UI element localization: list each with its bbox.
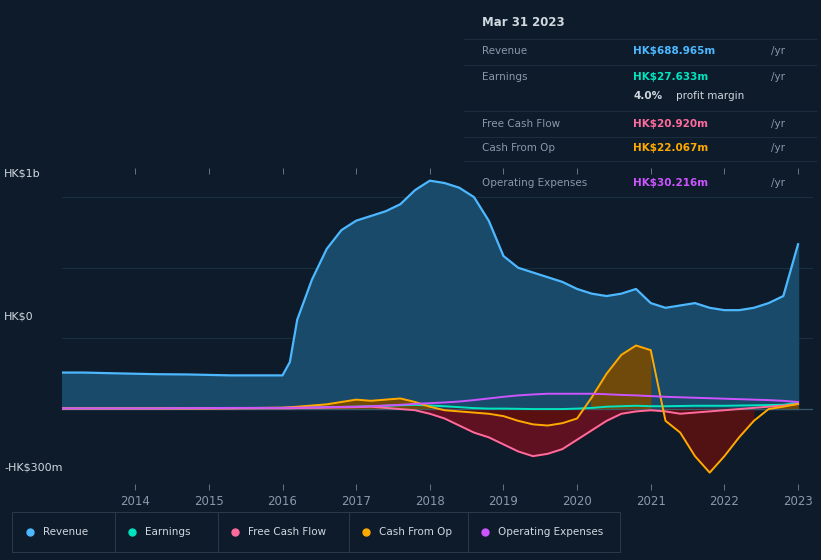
Text: Free Cash Flow: Free Cash Flow: [481, 119, 560, 129]
Text: HK$688.965m: HK$688.965m: [633, 45, 716, 55]
Text: /yr: /yr: [771, 72, 785, 82]
Text: Cash From Op: Cash From Op: [481, 143, 554, 153]
Text: Revenue: Revenue: [481, 45, 526, 55]
Text: /yr: /yr: [771, 143, 785, 153]
Text: Earnings: Earnings: [481, 72, 527, 82]
Text: Earnings: Earnings: [145, 527, 190, 537]
Text: Operating Expenses: Operating Expenses: [481, 179, 587, 188]
Text: 4.0%: 4.0%: [633, 91, 663, 101]
Text: HK$0: HK$0: [4, 311, 34, 321]
Text: profit margin: profit margin: [676, 91, 744, 101]
Text: -HK$300m: -HK$300m: [4, 463, 62, 473]
Text: HK$1b: HK$1b: [4, 169, 41, 179]
Text: /yr: /yr: [771, 179, 785, 188]
Text: /yr: /yr: [771, 119, 785, 129]
Text: Revenue: Revenue: [43, 527, 88, 537]
Text: Operating Expenses: Operating Expenses: [498, 527, 603, 537]
Text: Free Cash Flow: Free Cash Flow: [248, 527, 326, 537]
Text: Cash From Op: Cash From Op: [379, 527, 452, 537]
Text: HK$20.920m: HK$20.920m: [633, 119, 709, 129]
Text: HK$22.067m: HK$22.067m: [633, 143, 709, 153]
Text: /yr: /yr: [771, 45, 785, 55]
Text: HK$30.216m: HK$30.216m: [633, 179, 709, 188]
Text: Mar 31 2023: Mar 31 2023: [481, 16, 564, 30]
Text: HK$27.633m: HK$27.633m: [633, 72, 709, 82]
